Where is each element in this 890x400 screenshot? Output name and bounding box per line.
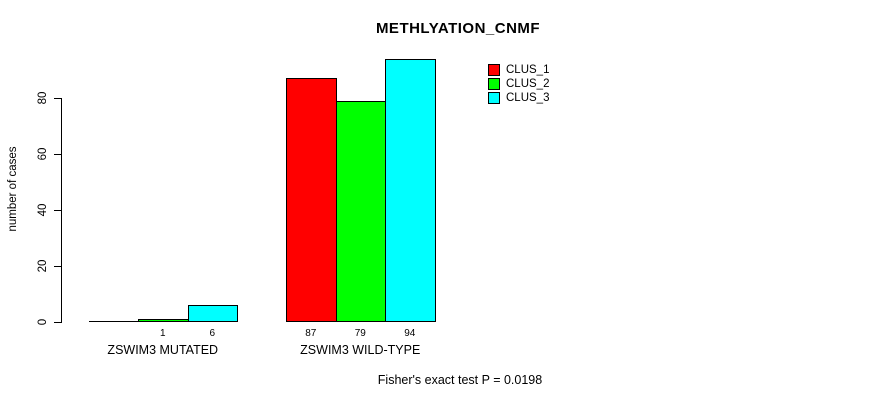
legend-item-CLUS_3: CLUS_3 bbox=[488, 92, 549, 104]
bar-CLUS_2-2 bbox=[335, 101, 386, 322]
bar-CLUS_3-1 bbox=[187, 305, 238, 322]
y-tick-label: 40 bbox=[37, 203, 49, 217]
y-tick bbox=[54, 266, 61, 267]
legend-swatch-icon bbox=[488, 92, 500, 104]
legend-item-CLUS_2: CLUS_2 bbox=[488, 78, 549, 90]
bar-value-label: 6 bbox=[209, 328, 216, 339]
bar-value-label: 79 bbox=[354, 328, 366, 339]
legend-item-CLUS_1: CLUS_1 bbox=[488, 64, 549, 76]
bar-CLUS_1-1 bbox=[88, 321, 138, 322]
legend-label: CLUS_2 bbox=[506, 78, 550, 90]
legend-label: CLUS_1 bbox=[506, 64, 550, 76]
x-category-label: ZSWIM3 MUTATED bbox=[107, 343, 219, 357]
legend: CLUS_1 CLUS_2 CLUS_3 bbox=[488, 64, 549, 104]
y-tick-label: 0 bbox=[37, 318, 49, 326]
bar-value-label: 1 bbox=[159, 328, 166, 339]
y-tick-label: 60 bbox=[37, 147, 49, 161]
fisher-test-annotation: Fisher's exact test P = 0.0198 bbox=[377, 373, 543, 387]
y-tick bbox=[54, 98, 61, 99]
legend-swatch-icon bbox=[488, 78, 500, 90]
bar-CLUS_3-2 bbox=[385, 59, 436, 322]
bar-value-label: 94 bbox=[404, 328, 416, 339]
bar-value-label: 87 bbox=[305, 328, 317, 339]
bar-CLUS_1-2 bbox=[286, 78, 337, 322]
y-tick-label: 80 bbox=[37, 91, 49, 105]
y-tick bbox=[54, 154, 61, 155]
legend-label: CLUS_3 bbox=[506, 92, 550, 104]
legend-swatch-icon bbox=[488, 64, 500, 76]
y-tick bbox=[54, 322, 61, 323]
bar-CLUS_2-1 bbox=[138, 319, 189, 322]
chart-title: METHLYATION_CNMF bbox=[375, 20, 541, 37]
x-category-label: ZSWIM3 WILD-TYPE bbox=[300, 343, 421, 357]
y-axis-line bbox=[61, 98, 62, 323]
y-tick-label: 20 bbox=[37, 259, 49, 273]
y-tick bbox=[54, 210, 61, 211]
